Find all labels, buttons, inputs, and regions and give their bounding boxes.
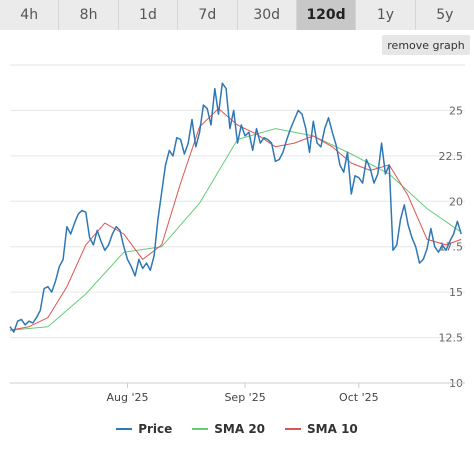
y-tick-label: 12.5 (439, 332, 464, 345)
tab-4h[interactable]: 4h (0, 0, 60, 30)
tab-120d[interactable]: 120d (296, 0, 357, 30)
y-tick-label: 17.5 (439, 241, 464, 254)
legend-label: Price (138, 422, 173, 436)
x-tick-label: Aug '25 (107, 391, 149, 404)
chart-legend: Price SMA 20 SMA 10 (0, 420, 474, 438)
y-tick-label: 15 (449, 286, 463, 299)
y-tick-label: 20 (449, 195, 463, 208)
tab-8h[interactable]: 8h (59, 0, 119, 30)
tab-1d[interactable]: 1d (118, 0, 179, 30)
tab-5y[interactable]: 5y (415, 0, 474, 30)
legend-label: SMA 20 (214, 422, 266, 436)
series-line-price (9, 82, 462, 333)
series-line-sma-20 (9, 128, 462, 331)
legend-label: SMA 10 (307, 422, 358, 436)
legend-item-sma-20[interactable]: SMA 20 (192, 422, 265, 436)
y-tick-label: 22.5 (439, 150, 464, 163)
x-tick-label: Sep '25 (224, 391, 265, 404)
x-tick-label: Oct '25 (339, 391, 379, 404)
tab-1y[interactable]: 1y (356, 0, 416, 30)
legend-item-price[interactable]: Price (116, 422, 172, 436)
legend-swatch (192, 428, 209, 430)
remove-graph-button[interactable]: remove graph (382, 35, 470, 55)
legend-swatch (116, 428, 133, 430)
legend-swatch (285, 428, 302, 430)
timeframe-tabs: 4h 8h 1d 7d 30d 120d 1y 5y (0, 0, 474, 30)
tab-7d[interactable]: 7d (178, 0, 238, 30)
legend-item-sma-10[interactable]: SMA 10 (285, 422, 358, 436)
tab-30d[interactable]: 30d (237, 0, 297, 30)
y-tick-label: 25 (449, 104, 463, 117)
